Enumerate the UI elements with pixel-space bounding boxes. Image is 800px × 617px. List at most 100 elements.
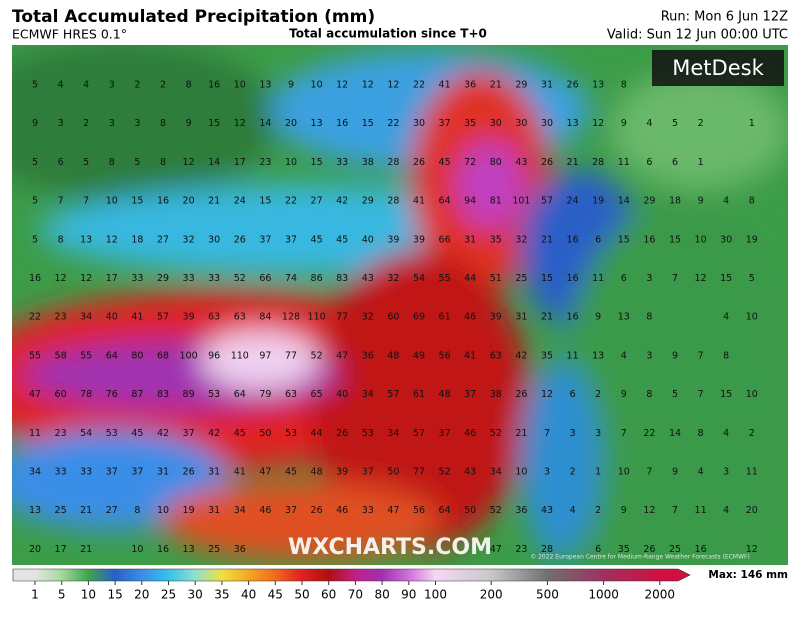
grid-value: 12 [643, 505, 655, 516]
grid-value: 44 [464, 273, 476, 284]
grid-value: 37 [439, 118, 451, 129]
grid-value: 30 [515, 118, 527, 129]
grid-value: 11 [567, 350, 579, 361]
grid-value: 78 [80, 389, 92, 400]
grid-value: 37 [285, 505, 297, 516]
grid-value: 52 [490, 505, 502, 516]
grid-value: 41 [464, 350, 476, 361]
grid-value: 42 [157, 428, 169, 439]
grid-value: 3 [58, 118, 64, 129]
grid-value: 57 [387, 389, 399, 400]
grid-value: 77 [285, 350, 297, 361]
grid-value: 16 [567, 234, 579, 245]
grid-value: 69 [413, 312, 425, 323]
grid-value: 15 [618, 234, 630, 245]
grid-value: 58 [55, 350, 67, 361]
grid-value: 45 [234, 428, 246, 439]
grid-value: 3 [109, 118, 115, 129]
grid-value: 46 [259, 505, 271, 516]
grid-value: 40 [106, 312, 118, 323]
grid-value: 41 [234, 467, 246, 478]
grid-value: 46 [464, 312, 476, 323]
grid-value: 25 [55, 505, 67, 516]
grid-value: 7 [672, 505, 678, 516]
grid-value: 14 [669, 428, 681, 439]
colorbar-label: 30 [188, 588, 203, 602]
grid-value: 10 [311, 80, 323, 91]
grid-value: 12 [541, 389, 553, 400]
grid-value: 3 [570, 428, 576, 439]
grid-value: 41 [413, 196, 425, 207]
grid-value: 16 [567, 273, 579, 284]
grid-value: 63 [234, 312, 246, 323]
grid-value: 53 [106, 428, 118, 439]
grid-value: 4 [723, 505, 729, 516]
grid-value: 17 [106, 273, 118, 284]
grid-value: 52 [490, 428, 502, 439]
grid-value: 2 [595, 505, 601, 516]
grid-value: 61 [413, 389, 425, 400]
colorbar-label: 1 [31, 588, 39, 602]
grid-value: 30 [541, 118, 553, 129]
grid-value: 9 [672, 350, 678, 361]
grid-value: 5 [32, 196, 38, 207]
colorbar-label: 5 [58, 588, 66, 602]
colorbar-label: 60 [321, 588, 336, 602]
grid-value: 46 [336, 505, 348, 516]
grid-value: 65 [311, 389, 323, 400]
grid-value: 8 [749, 196, 755, 207]
grid-value: 9 [621, 389, 627, 400]
grid-value: 34 [490, 467, 502, 478]
grid-value: 9 [288, 80, 294, 91]
grid-value: 49 [413, 350, 425, 361]
grid-value: 6 [672, 157, 678, 168]
grid-value: 53 [208, 389, 220, 400]
grid-value: 31 [515, 312, 527, 323]
colorbar-label: 10 [81, 588, 96, 602]
grid-value: 47 [336, 350, 348, 361]
grid-value: 9 [32, 118, 38, 129]
grid-value: 21 [541, 312, 553, 323]
grid-value: 28 [592, 157, 604, 168]
grid-value: 50 [259, 428, 271, 439]
grid-value: 51 [490, 273, 502, 284]
grid-value: 22 [643, 428, 655, 439]
grid-value: 128 [282, 312, 300, 323]
grid-value: 3 [646, 350, 652, 361]
grid-value: 16 [567, 312, 579, 323]
grid-value: 15 [311, 157, 323, 168]
grid-value: 38 [362, 157, 374, 168]
colorbar-label: 200 [480, 588, 503, 602]
colorbar-label: 90 [401, 588, 416, 602]
grid-value: 1 [698, 157, 704, 168]
grid-value: 6 [570, 389, 576, 400]
grid-value: 12 [183, 157, 195, 168]
grid-value: 77 [413, 467, 425, 478]
grid-value: 37 [464, 389, 476, 400]
grid-value: 50 [387, 467, 399, 478]
grid-value: 26 [567, 80, 579, 91]
grid-value: 8 [698, 428, 704, 439]
grid-value: 15 [669, 234, 681, 245]
grid-value: 13 [183, 544, 195, 555]
grid-value: 11 [695, 505, 707, 516]
grid-value: 64 [234, 389, 246, 400]
grid-value: 110 [308, 312, 326, 323]
grid-value: 16 [157, 544, 169, 555]
grid-value: 47 [490, 544, 502, 555]
grid-value: 29 [515, 80, 527, 91]
grid-value: 56 [439, 350, 451, 361]
grid-value: 55 [29, 350, 41, 361]
grid-value: 23 [515, 544, 527, 555]
grid-value: 42 [336, 196, 348, 207]
grid-value: 21 [490, 80, 502, 91]
grid-value: 57 [413, 428, 425, 439]
grid-value: 48 [311, 467, 323, 478]
grid-value: 6 [595, 234, 601, 245]
grid-value: 30 [413, 118, 425, 129]
colorbar-label: 15 [107, 588, 122, 602]
grid-value: 13 [80, 234, 92, 245]
grid-value: 20 [183, 196, 195, 207]
grid-value: 8 [109, 157, 115, 168]
